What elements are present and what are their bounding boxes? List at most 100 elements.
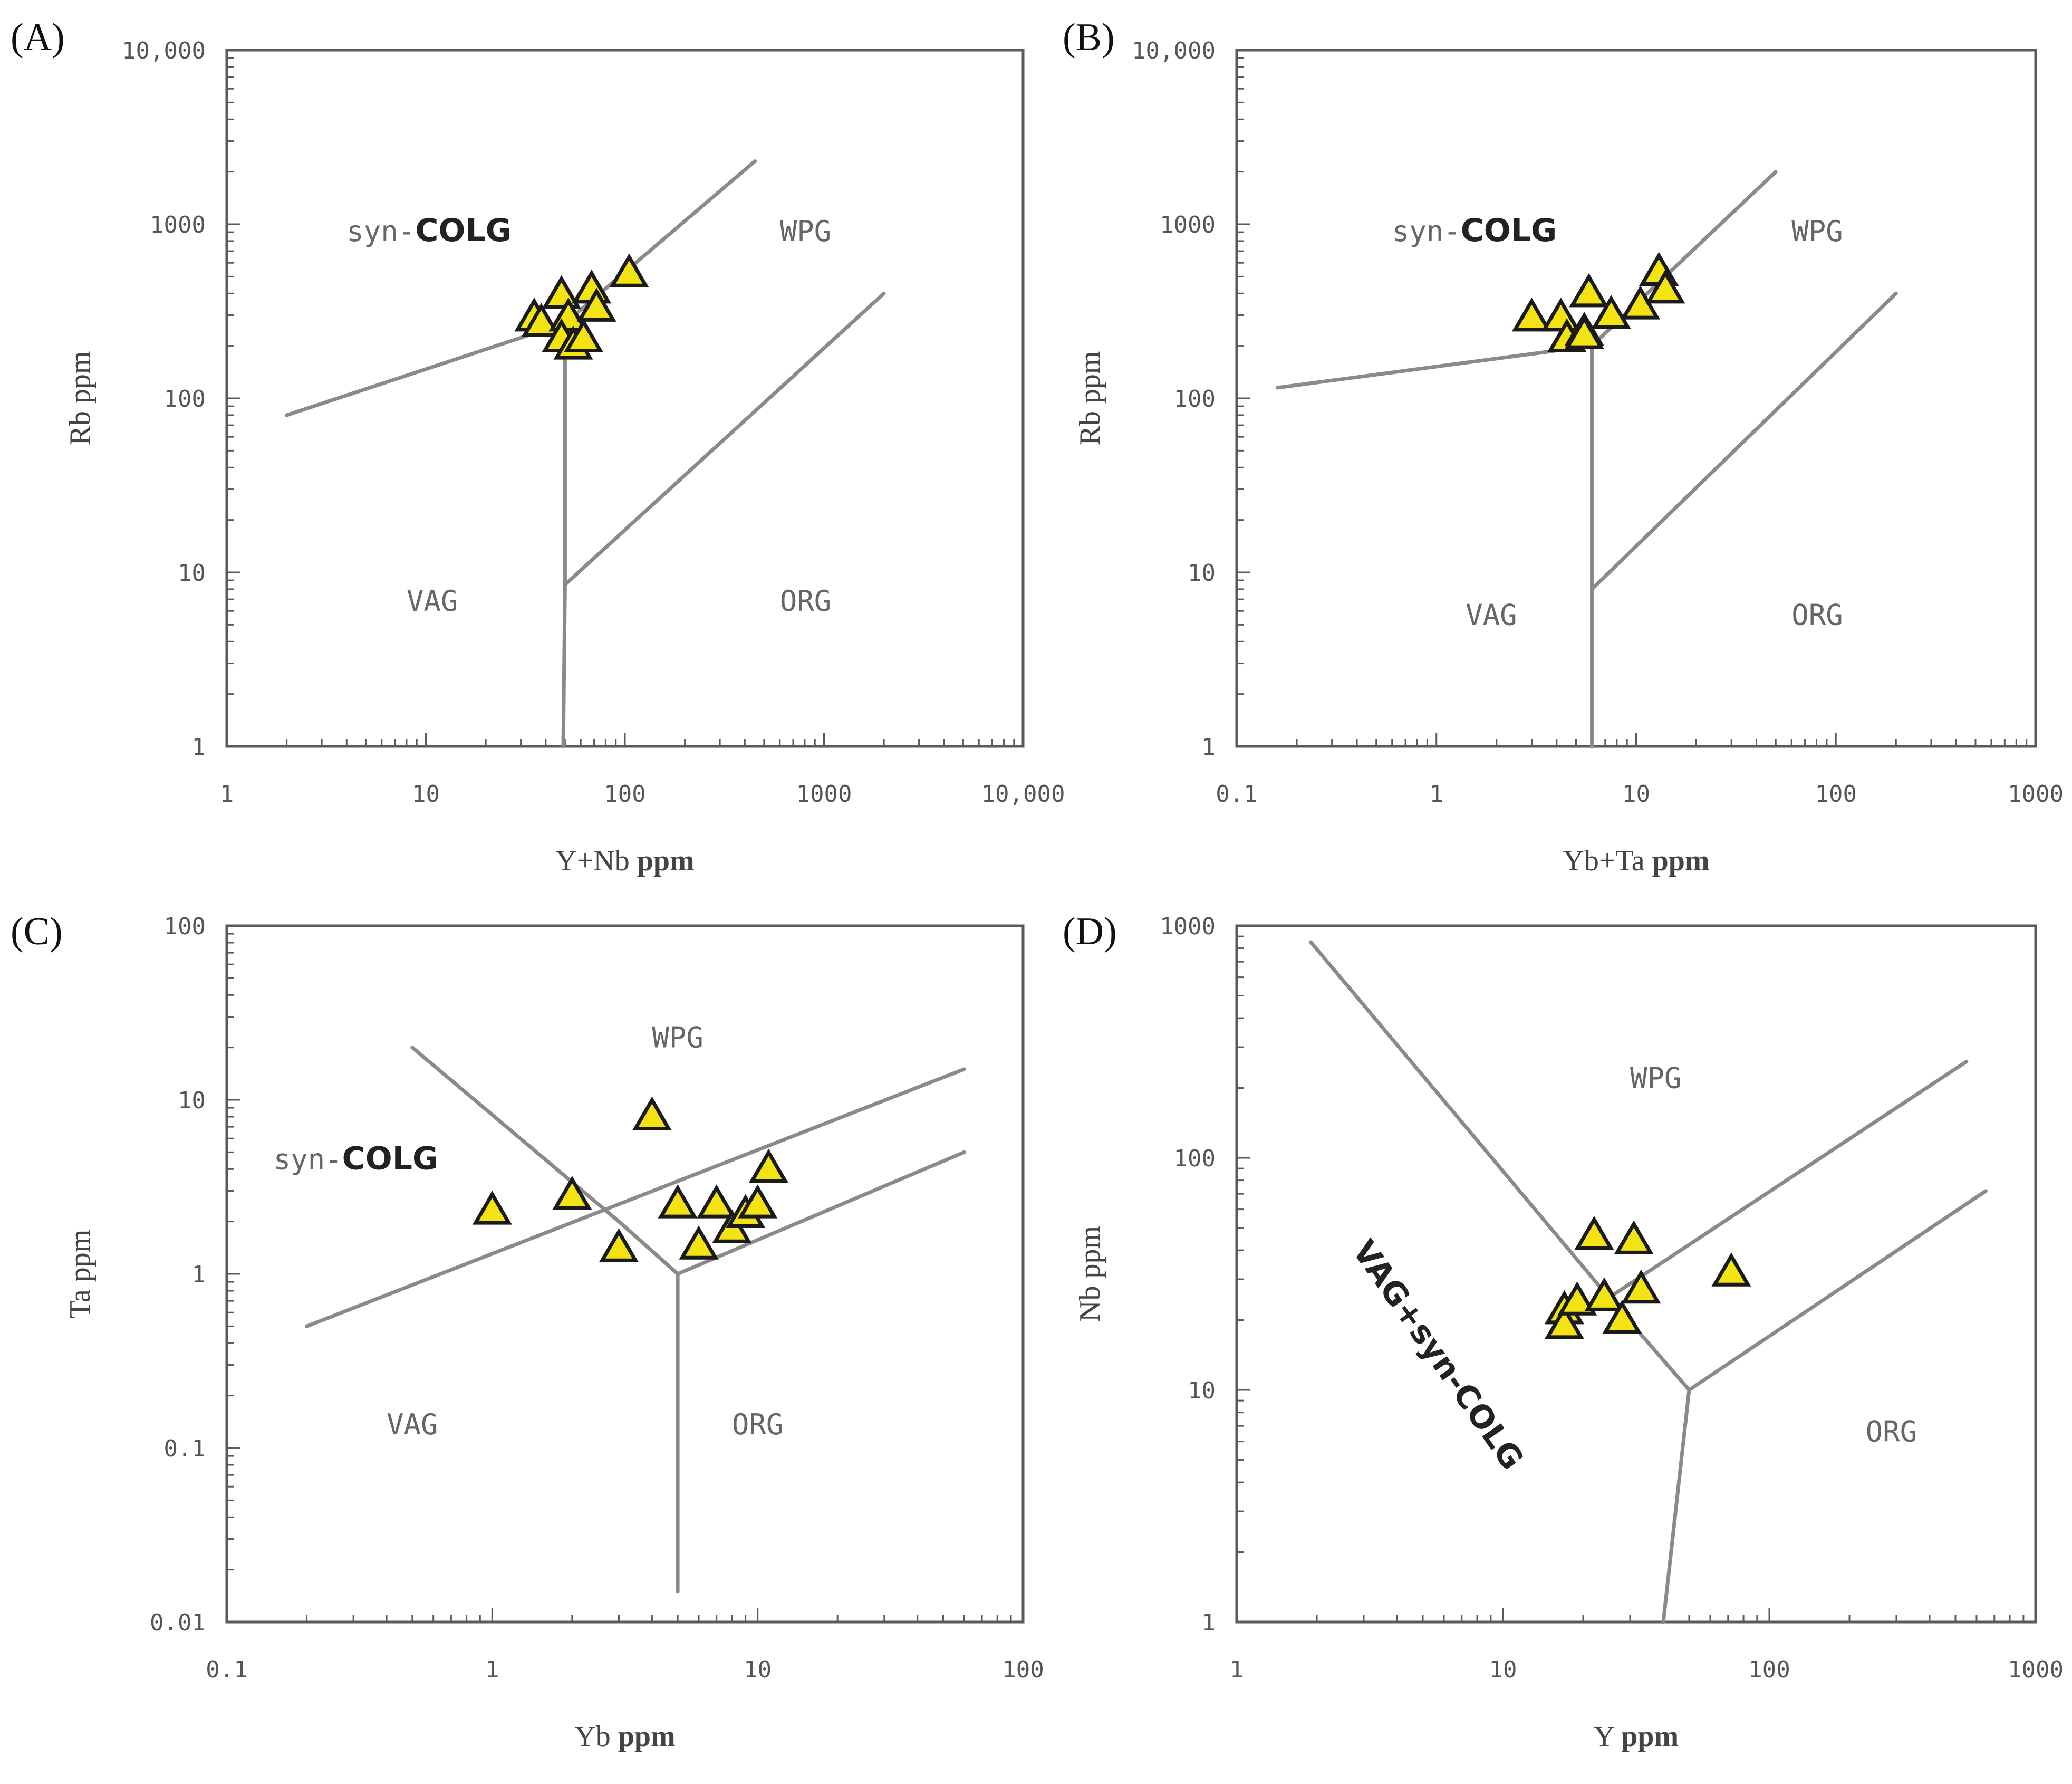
field-label-bold: COLG [1461,212,1557,249]
x-axis-variable: Y [1594,1720,1621,1753]
field-label: WPG [1791,215,1843,248]
sample-triangle-marker [472,1191,512,1225]
x-axis-label: Yb ppm [574,1720,675,1753]
x-tick-label: 100 [604,781,645,808]
sample-triangle-marker [599,1228,639,1262]
x-tick-label: 1 [1430,781,1444,808]
field-boundary-line [285,159,757,417]
x-tick-label: 10 [412,781,440,808]
field-label: VAG [387,1408,438,1441]
x-tick-label: 100 [1002,1656,1044,1683]
x-tick-label: 10 [1622,781,1650,808]
x-tick-label: 1000 [2008,1656,2064,1683]
field-label-bold: COLG [1445,1376,1530,1476]
field-boundary-line [561,582,567,749]
sample-triangle-marker [1544,1305,1584,1339]
panel-d-nb-vs-y: (D) 1 10 100 1000 1 10 100 1000 Y ppm Nb ppm WPG ORG… [1063,910,2064,1753]
y-tick-label: 100 [164,386,206,413]
field-label-text: WPG [1630,1062,1682,1095]
x-tick-label: 1000 [796,781,852,808]
sample-triangle-marker [521,303,561,337]
field-boundary-line [676,1150,966,1276]
x-tick-label: 1 [1230,1656,1244,1683]
sample-triangle-marker [1645,269,1685,304]
field-label-bold: COLG [342,1140,439,1177]
y-tick-label: 10,000 [1132,37,1216,64]
x-tick-label: 10,000 [981,781,1065,808]
sample-triangle-marker [1557,1281,1597,1316]
x-axis-variable: Yb+Ta [1563,845,1652,877]
sample-triangle-marker [1591,295,1631,329]
sample-triangle-marker [576,287,616,322]
x-tick-label: 1 [220,781,234,808]
field-label: WPG [652,1021,703,1054]
sample-triangle-marker [658,1184,698,1219]
field-boundary-line [410,1046,680,1276]
field-label-text: syn- [274,1143,342,1176]
x-axis-variable: Yb [574,1720,618,1753]
y-tick-label: 10 [178,560,206,587]
field-label-text: ORG [1866,1415,1917,1449]
x-tick-label: 10 [1489,1656,1517,1683]
plot-frame [1235,49,2037,748]
x-axis-label: Y ppm [1594,1720,1679,1753]
field-label-text: VAG [407,584,458,618]
panel-letter: (C) [11,910,63,953]
sample-triangle-marker [1574,1215,1614,1250]
sample-triangle-marker [1602,1300,1642,1334]
panel-letter: (B) [1063,16,1115,59]
sample-triangle-marker [1569,273,1609,308]
sample-triangle-marker [552,1175,592,1210]
x-tick-label: 10 [744,1656,772,1683]
field-label-text: VAG [387,1408,438,1441]
field-boundary-line [1661,1388,1691,1624]
panel-letter: (D) [1063,910,1117,953]
sample-triangle-marker [738,1184,778,1219]
y-tick-label: 100 [164,913,206,940]
x-axis-unit: ppm [637,845,695,877]
field-label: VAG [407,584,458,618]
sample-triangle-marker [632,1096,672,1130]
field-label: WPG [1630,1062,1682,1095]
y-tick-label: 1000 [1160,212,1216,238]
x-axis-unit: ppm [618,1720,676,1753]
field-label-text: ORG [1791,598,1843,631]
field-label: ORG [732,1408,784,1441]
y-tick-label: 1000 [1160,913,1216,940]
field-label: syn-COLG [1392,212,1557,249]
field-boundary-line [305,1067,966,1328]
y-tick-label: 100 [1174,386,1216,413]
field-boundary-line [1687,1189,1988,1392]
field-label-bold: COLG [415,212,512,249]
field-label-text: WPG [780,215,832,248]
y-tick-label: 1 [192,1261,206,1288]
field-label-text: syn- [346,215,415,248]
y-axis-label: Rb ppm [64,351,97,446]
field-label: WPG [780,215,832,248]
y-axis-label: Ta ppm [64,1230,97,1319]
sample-triangle-marker [1564,315,1604,349]
x-tick-label: 100 [1748,1656,1790,1683]
field-label: ORG [780,584,832,618]
plot-frame [225,49,1025,748]
sample-triangle-marker [748,1148,789,1183]
x-tick-label: 1000 [2008,781,2064,808]
sample-triangle-marker [564,318,604,353]
y-tick-label: 0.01 [150,1609,206,1636]
sample-triangle-marker [1614,1220,1654,1254]
x-tick-label: 0.1 [1216,781,1257,808]
field-label: VAG [1466,598,1517,631]
field-label-rotated: VAG+syn-COLG [1345,1234,1531,1477]
field-boundary-line [1607,1059,1969,1300]
field-label: syn-COLG [346,212,512,249]
x-axis-label: Y+Nb ppm [555,845,694,877]
x-axis-unit: ppm [1652,845,1710,877]
y-tick-label: 10,000 [122,37,206,64]
sample-triangle-marker [1511,297,1552,332]
y-tick-label: 0.1 [164,1435,206,1462]
y-tick-label: 1000 [150,212,206,238]
y-tick-label: 10 [178,1087,206,1114]
x-tick-label: 100 [1815,781,1857,808]
y-tick-label: 10 [1188,560,1216,587]
field-label-text: WPG [1791,215,1843,248]
